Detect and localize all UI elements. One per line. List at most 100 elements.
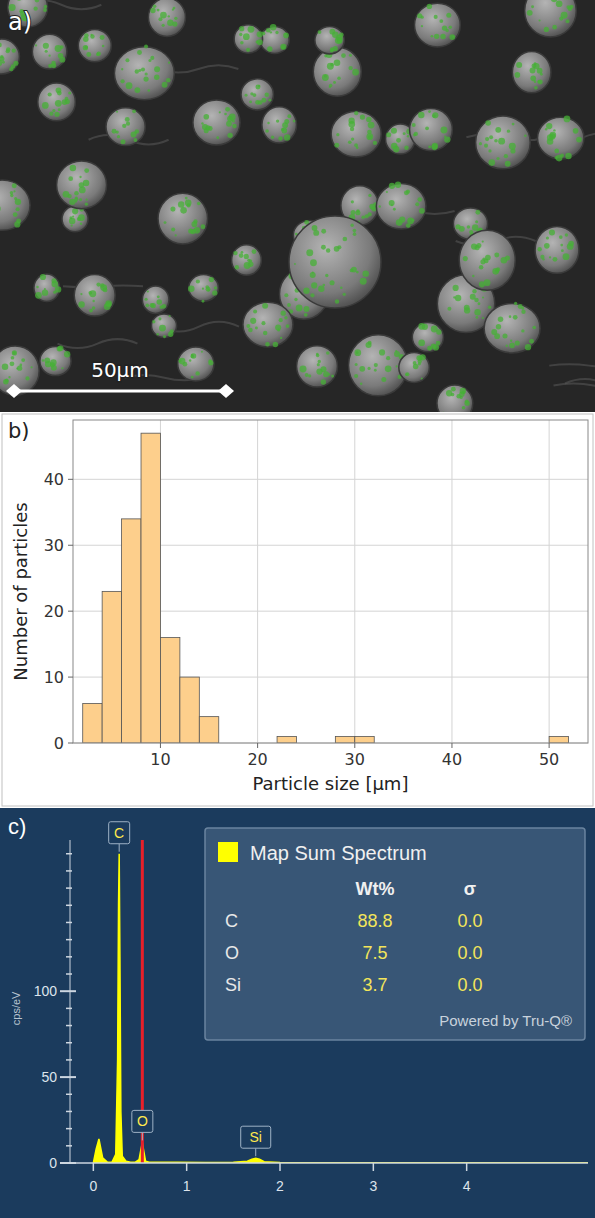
green-speckle bbox=[284, 134, 290, 140]
green-speckle bbox=[163, 335, 166, 338]
green-speckle bbox=[495, 268, 499, 272]
green-speckle bbox=[513, 315, 518, 320]
green-speckle bbox=[275, 325, 281, 331]
legend-title: Map Sum Spectrum bbox=[250, 842, 427, 864]
green-speckle bbox=[329, 84, 333, 88]
green-speckle bbox=[148, 59, 151, 62]
green-speckle bbox=[170, 329, 174, 333]
green-speckle bbox=[488, 159, 495, 166]
green-speckle bbox=[530, 68, 536, 74]
green-speckle bbox=[178, 201, 184, 207]
green-speckle bbox=[261, 321, 265, 325]
green-speckle bbox=[351, 210, 356, 215]
green-speckle bbox=[573, 128, 579, 134]
green-speckle bbox=[12, 350, 17, 355]
green-speckle bbox=[153, 4, 157, 8]
green-speckle bbox=[229, 114, 236, 121]
green-speckle bbox=[556, 0, 563, 7]
green-speckle bbox=[170, 207, 175, 212]
green-speckle bbox=[270, 24, 277, 31]
green-speckle bbox=[311, 282, 317, 288]
minor-tick bbox=[66, 1128, 72, 1130]
particle bbox=[232, 245, 262, 275]
green-speckle bbox=[249, 101, 252, 104]
particle bbox=[289, 216, 381, 308]
green-speckle bbox=[157, 299, 162, 304]
green-speckle bbox=[553, 129, 555, 131]
green-speckle bbox=[416, 355, 421, 360]
green-speckle bbox=[449, 34, 455, 40]
tick bbox=[466, 1163, 468, 1171]
green-speckle bbox=[564, 116, 571, 123]
particle bbox=[0, 39, 19, 74]
green-speckle bbox=[462, 390, 465, 393]
particle bbox=[0, 180, 30, 230]
table-cell: 0.0 bbox=[457, 911, 482, 931]
green-speckle bbox=[343, 237, 348, 242]
green-speckle bbox=[537, 68, 543, 74]
green-speckle bbox=[2, 364, 9, 371]
green-speckle bbox=[48, 54, 50, 56]
green-speckle bbox=[440, 34, 445, 39]
green-speckle bbox=[279, 318, 283, 322]
green-speckle bbox=[68, 176, 73, 181]
green-speckle bbox=[158, 317, 161, 320]
green-speckle bbox=[185, 197, 188, 200]
green-speckle bbox=[250, 318, 256, 324]
green-speckle bbox=[233, 251, 237, 255]
green-speckle bbox=[30, 366, 32, 368]
green-speckle bbox=[78, 301, 84, 307]
green-speckle bbox=[52, 109, 55, 112]
green-speckle bbox=[395, 145, 397, 147]
green-speckle bbox=[11, 356, 15, 360]
particle bbox=[0, 346, 39, 395]
legend-swatch bbox=[218, 842, 238, 862]
green-speckle bbox=[146, 304, 150, 308]
tick bbox=[279, 1163, 281, 1171]
panel-background bbox=[0, 808, 595, 1218]
green-speckle bbox=[475, 220, 478, 223]
green-speckle bbox=[51, 278, 56, 283]
green-speckle bbox=[446, 13, 451, 18]
green-speckle bbox=[403, 132, 406, 135]
green-speckle bbox=[58, 53, 64, 59]
green-speckle bbox=[434, 34, 439, 39]
green-speckle bbox=[0, 43, 2, 48]
table-header: σ bbox=[464, 879, 476, 899]
green-speckle bbox=[175, 234, 177, 236]
green-speckle bbox=[13, 190, 15, 192]
green-speckle bbox=[350, 224, 353, 227]
green-speckle bbox=[407, 135, 409, 137]
green-speckle bbox=[318, 286, 324, 292]
green-speckle bbox=[304, 313, 308, 317]
panel-c: 05010001234cps/eVCOSiMap Sum SpectrumWt%… bbox=[0, 808, 595, 1218]
green-speckle bbox=[57, 91, 62, 96]
green-speckle bbox=[162, 82, 168, 88]
bar bbox=[122, 519, 141, 743]
green-speckle bbox=[534, 86, 538, 90]
green-speckle bbox=[336, 133, 339, 136]
green-speckle bbox=[447, 307, 451, 311]
green-speckle bbox=[361, 215, 365, 219]
minor-tick bbox=[66, 887, 72, 889]
panel-b: 1020304050010203040Particle size [µm]Num… bbox=[2, 414, 593, 806]
tick bbox=[68, 743, 73, 744]
green-speckle bbox=[196, 279, 200, 283]
green-speckle bbox=[494, 139, 498, 143]
y-axis-title: Number of particles bbox=[10, 502, 31, 680]
green-speckle bbox=[84, 168, 89, 173]
grid-line bbox=[549, 420, 550, 743]
green-speckle bbox=[406, 223, 411, 228]
particle bbox=[106, 108, 145, 146]
green-speckle bbox=[366, 117, 371, 122]
green-speckle bbox=[415, 202, 419, 206]
green-speckle bbox=[117, 135, 120, 138]
green-speckle bbox=[271, 136, 274, 139]
x-tick-label: 2 bbox=[276, 1178, 284, 1194]
green-speckle bbox=[227, 133, 232, 138]
minor-tick bbox=[66, 922, 72, 924]
green-speckle bbox=[367, 367, 370, 370]
green-speckle bbox=[284, 293, 288, 297]
particle bbox=[114, 47, 174, 100]
green-speckle bbox=[391, 128, 397, 134]
